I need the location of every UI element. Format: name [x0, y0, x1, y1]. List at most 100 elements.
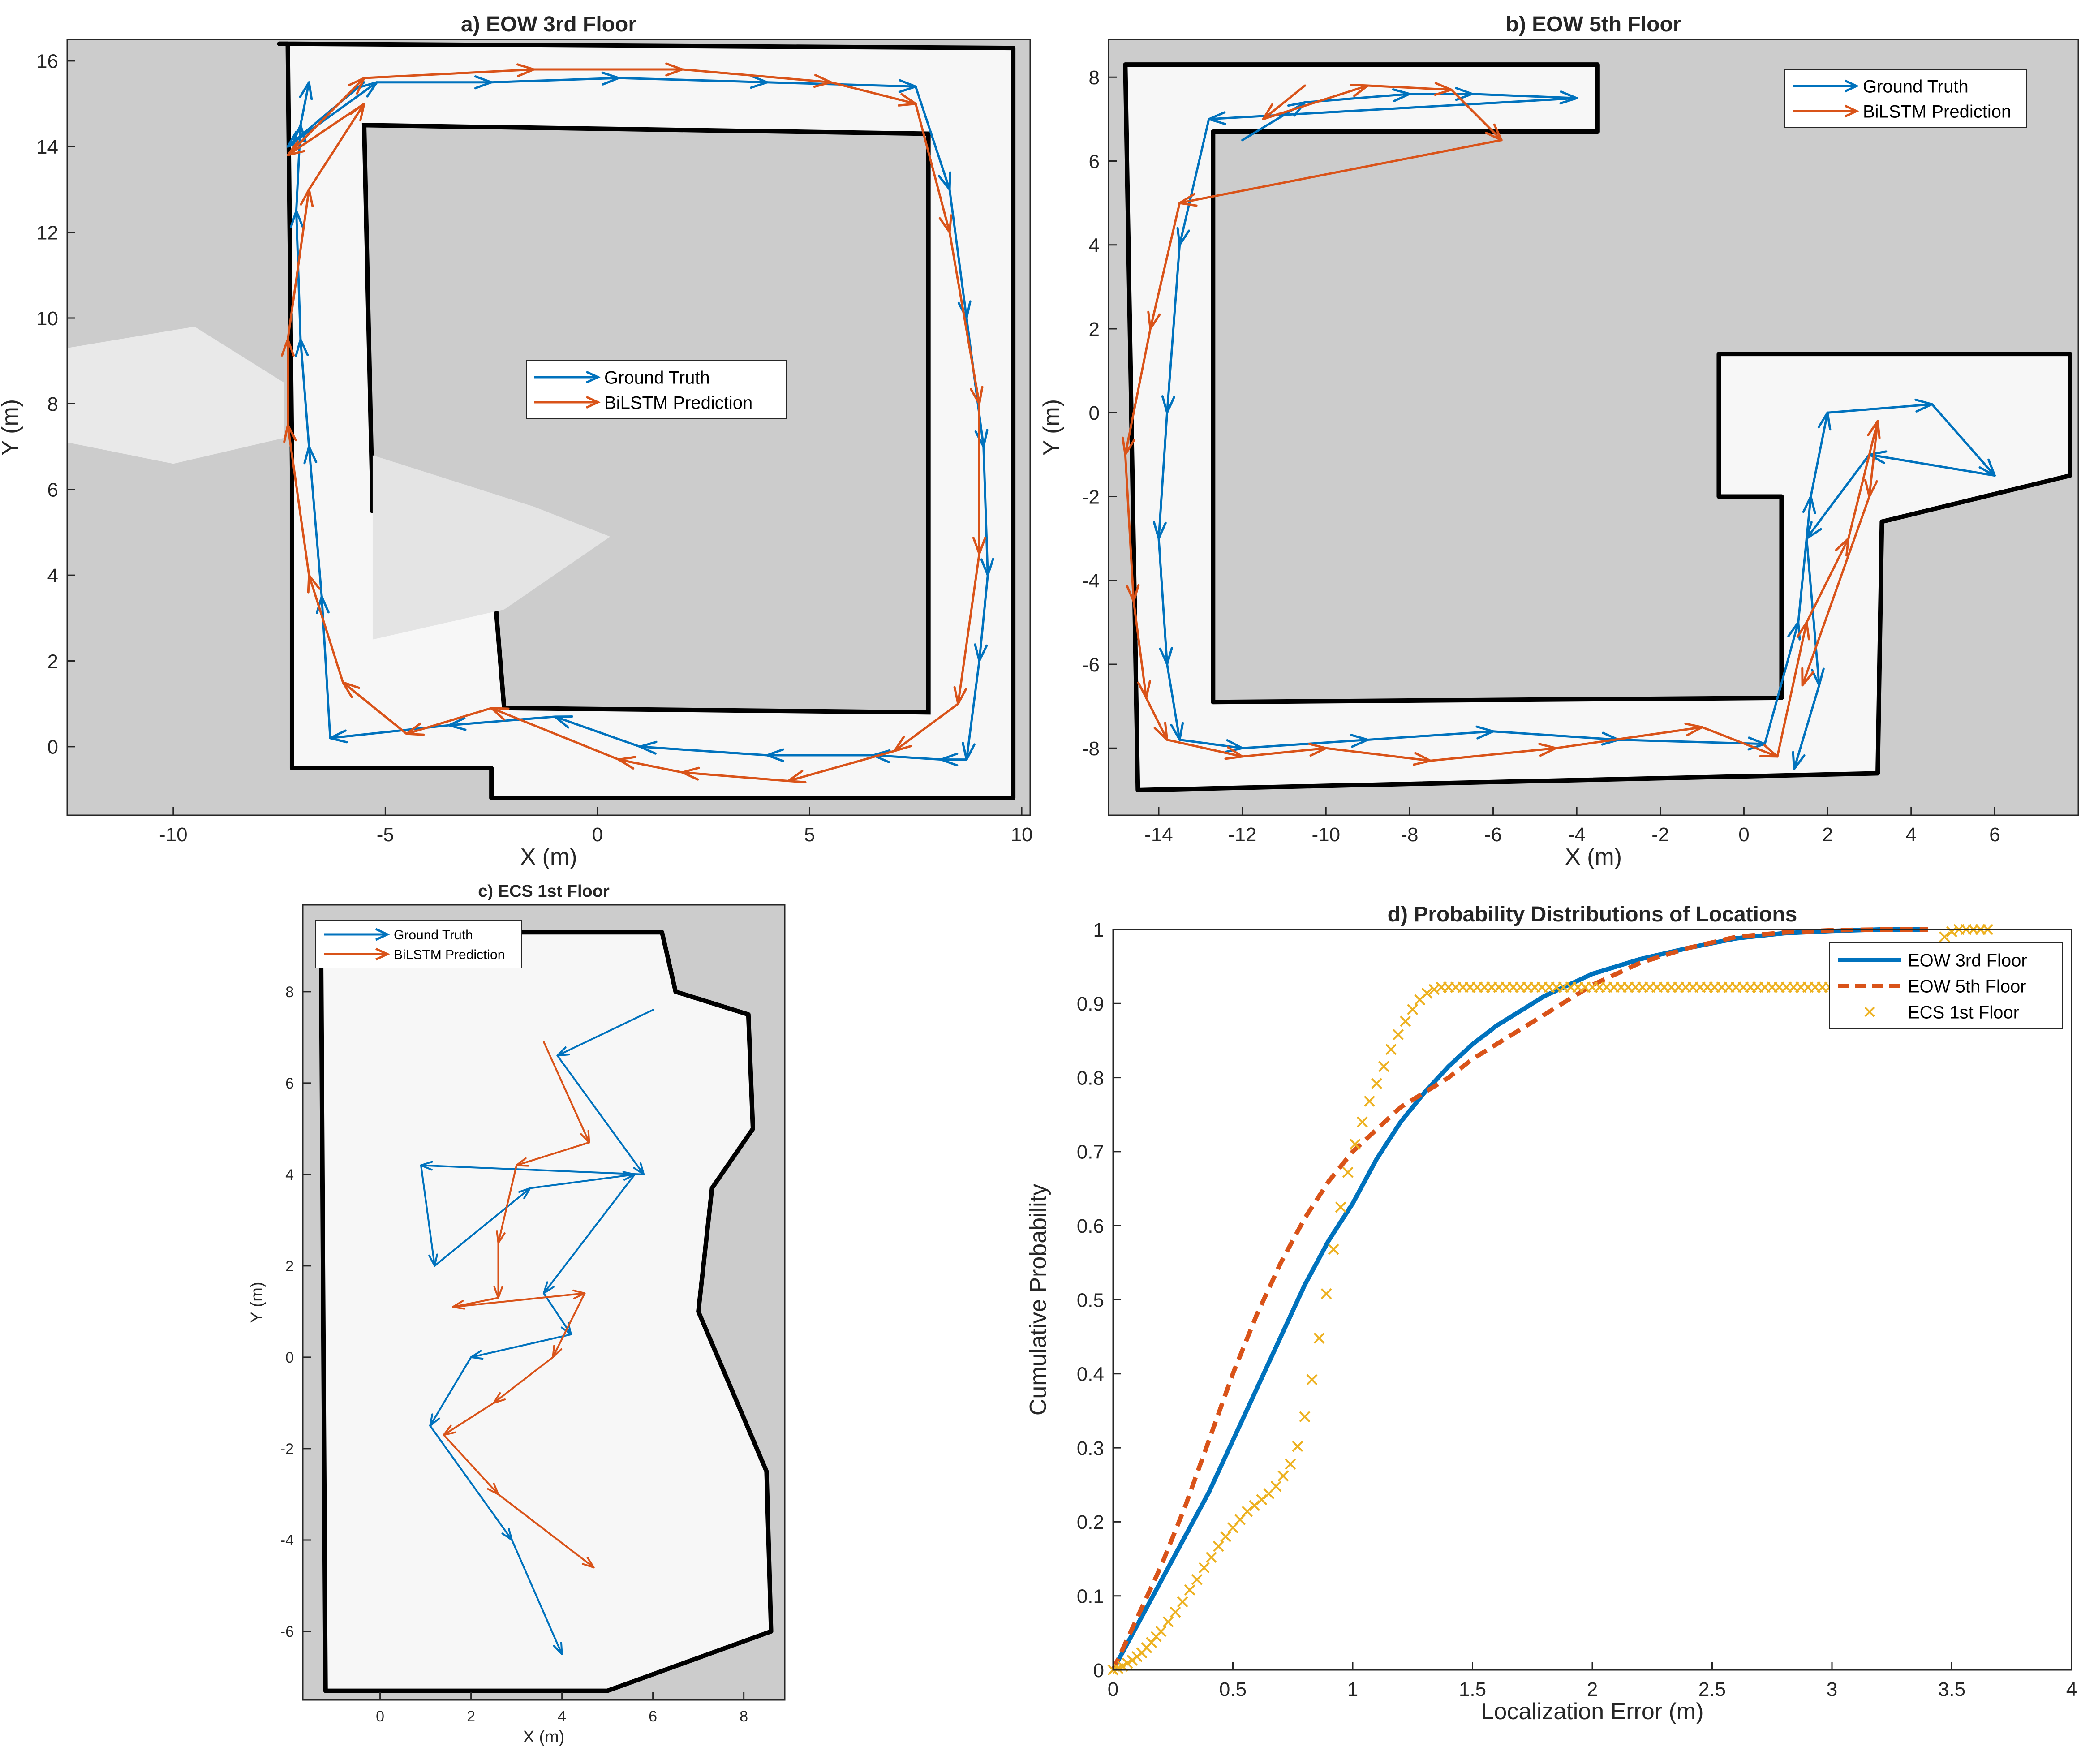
arrow-shaft [978, 574, 989, 663]
series-line [1111, 927, 1928, 1671]
series-line [1111, 927, 1928, 1671]
arrow-shaft [429, 1424, 513, 1541]
data-point [1313, 1333, 1325, 1344]
arrow-shaft [1826, 403, 1933, 414]
arrow-shaft [1241, 747, 1327, 758]
x-tick-label: 3.5 [1938, 1678, 1965, 1700]
x-axis-label: X (m) [523, 1728, 565, 1747]
arrow-shaft [543, 1173, 636, 1295]
y-tick-label: -4 [1082, 570, 1100, 592]
y-tick-label: 0.3 [1077, 1437, 1104, 1459]
x-tick-label: 8 [740, 1708, 748, 1725]
legend-label: Ground Truth [394, 928, 473, 942]
y-tick-label: 0.8 [1077, 1067, 1104, 1089]
data-point [1220, 1531, 1231, 1542]
trajectory-arrow [299, 81, 313, 126]
series-eow-3rd-floor [1111, 927, 1928, 1671]
legend-b: Ground Truth BiLSTM Prediction [1784, 69, 2027, 128]
occupancy-map-b [1109, 39, 2078, 815]
legend-swatch-head [585, 396, 601, 409]
data-point [1205, 1552, 1217, 1563]
data-point [1270, 1480, 1282, 1492]
plot-frame [66, 39, 1031, 816]
x-tick-label: 4 [1905, 824, 1916, 846]
arrow-head [1801, 667, 1814, 687]
arrow-shaft [948, 188, 968, 319]
x-tick-label: -10 [159, 824, 188, 846]
arrow-shaft [965, 660, 980, 761]
arrow-shaft [490, 77, 620, 84]
arrow-shaft [287, 77, 365, 156]
y-tick-label: -6 [1082, 654, 1100, 676]
panel-a-axes: -10 -5 0 5 10 0 2 4 6 8 10 12 14 16 a) EOW 3rd Floor X … [0, 13, 1033, 870]
x-tick-label: 0 [376, 1708, 384, 1725]
chart-title: a) EOW 3rd Floor [461, 13, 636, 36]
x-tick-label: 10 [1011, 824, 1033, 846]
legend-d: EOW 3rd Floor EOW 5th Floor ECS 1st Floor [1829, 942, 2063, 1029]
data-point [1385, 1044, 1397, 1055]
arrow-shaft [342, 681, 408, 735]
arrow-shaft [893, 702, 959, 752]
x-tick-label: 1 [1347, 1678, 1358, 1700]
arrow-shaft [1805, 453, 1870, 540]
legend-entry: BiLSTM Prediction [534, 393, 752, 413]
x-tick-label: -12 [1228, 824, 1257, 846]
data-point [1249, 1500, 1260, 1511]
arrow-shaft [552, 1292, 586, 1358]
x-tick-label: -10 [1311, 824, 1340, 846]
data-point [1162, 1616, 1174, 1627]
x-tick-label: 0 [1738, 824, 1749, 846]
y-tick-label: 4 [1089, 235, 1100, 257]
arrow-shaft [914, 103, 951, 234]
arrow-shaft [1429, 747, 1557, 762]
legend-swatch-head [585, 370, 601, 384]
map-scan-fan-center [372, 455, 611, 640]
y-tick-label: 0.9 [1077, 993, 1104, 1015]
legend-entry: BiLSTM Prediction [1793, 102, 2011, 121]
legend-a: Ground Truth BiLSTM Prediction [526, 360, 787, 419]
plot-frame [1112, 929, 2072, 1671]
arrow-shaft [420, 1164, 645, 1175]
x-tick-label: 2 [1822, 824, 1833, 846]
arrow-shaft [1868, 420, 1879, 498]
series-bilstm-prediction-c [443, 1041, 595, 1569]
arrow-shaft [639, 745, 769, 757]
arrow-shaft [1166, 738, 1244, 758]
legend-label: EOW 3rd Floor [1908, 951, 2027, 970]
y-tick-label: -4 [280, 1532, 294, 1549]
y-axis-label: Y (m) [248, 1282, 267, 1323]
data-point [1342, 1166, 1354, 1178]
y-tick-label: 0 [285, 1349, 294, 1366]
occupancy-map-a [67, 39, 1030, 815]
arrow-shaft [1124, 327, 1152, 456]
arrow-shaft [299, 338, 310, 448]
arrow-shaft [1450, 88, 1503, 142]
arrow-shaft [914, 85, 951, 191]
arrow-shaft [308, 445, 323, 598]
series-ecs-1st-floor [1107, 924, 1994, 1676]
arrow-shaft [447, 715, 556, 727]
plot-frame [302, 904, 786, 1701]
legend-swatch-head [375, 928, 390, 941]
x-tick-label: 4 [2066, 1678, 2077, 1700]
map-room [318, 930, 774, 1693]
x-tick-label: 4 [558, 1708, 566, 1725]
arrow-shaft [308, 574, 344, 684]
data-point [1378, 1061, 1389, 1072]
legend-box [1829, 942, 2063, 1029]
legend-c: Ground Truth BiLSTM Prediction [315, 920, 522, 968]
arrow-shaft [308, 103, 365, 191]
data-point [1428, 984, 1440, 995]
data-point [1328, 1243, 1339, 1255]
y-tick-label: 2 [285, 1258, 294, 1275]
x-tick-label: 0 [1108, 1678, 1118, 1700]
data-point [1393, 1029, 1404, 1041]
y-tick-label: -8 [1082, 738, 1100, 760]
y-tick-label: 10 [36, 308, 58, 330]
y-tick-label: 8 [1089, 67, 1100, 89]
arrow-shaft [529, 1173, 636, 1189]
y-tick-label: 12 [36, 222, 58, 244]
legend-entry: EOW 3rd Floor [1838, 951, 2027, 970]
arrow-shaft [1797, 495, 1812, 624]
